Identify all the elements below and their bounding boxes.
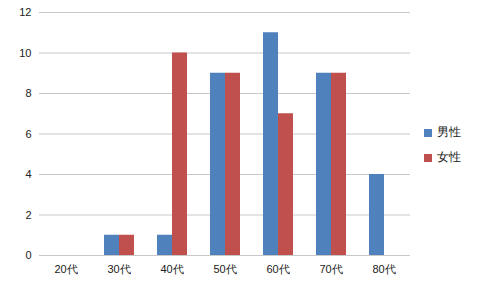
svg-text:6: 6 xyxy=(25,128,31,140)
svg-text:2: 2 xyxy=(25,209,31,221)
svg-text:20代: 20代 xyxy=(54,263,77,275)
svg-text:8: 8 xyxy=(25,87,31,99)
svg-text:30代: 30代 xyxy=(107,263,130,275)
html-text:男性: 男性 xyxy=(437,125,461,139)
svg-text:70代: 70代 xyxy=(319,263,342,275)
html-text:女性: 女性 xyxy=(437,150,461,164)
svg-text:10: 10 xyxy=(19,47,31,59)
svg-text:50代: 50代 xyxy=(213,263,236,275)
svg-text:60代: 60代 xyxy=(266,263,289,275)
svg-text:0: 0 xyxy=(25,249,31,261)
svg-text:12: 12 xyxy=(19,6,31,18)
svg-text:80代: 80代 xyxy=(372,263,395,275)
svg-text:40代: 40代 xyxy=(160,263,183,275)
svg-text:4: 4 xyxy=(25,168,31,180)
